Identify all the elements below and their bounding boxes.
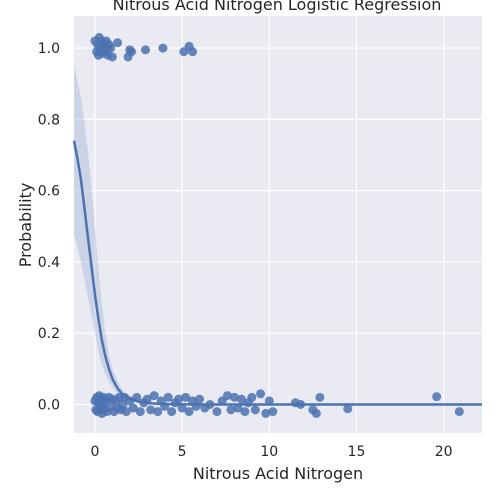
y-axis-label: Probability [16, 183, 35, 268]
data-point [261, 408, 271, 418]
x-tick-label: 0 [90, 444, 99, 460]
y-tick-labels: 0.0 0.2 0.4 0.6 0.8 1.0 [38, 41, 60, 413]
y-tick-label: 0.6 [38, 184, 60, 200]
data-point [118, 399, 128, 409]
data-point [106, 43, 116, 53]
regression-curve [72, 140, 482, 406]
data-point [229, 392, 239, 402]
x-tick-label: 5 [178, 444, 187, 460]
data-point [174, 394, 184, 404]
x-tick-label: 15 [348, 444, 366, 460]
data-point [247, 392, 257, 402]
data-point [226, 405, 236, 415]
data-point [158, 43, 168, 53]
x-tick-label: 20 [435, 444, 453, 460]
data-point [127, 47, 137, 57]
data-point [222, 391, 232, 401]
data-point [167, 407, 177, 417]
points-class-1 [90, 32, 198, 62]
data-point [454, 407, 464, 417]
data-point [142, 394, 152, 404]
data-point [113, 38, 123, 48]
data-point [163, 392, 173, 402]
data-point [149, 391, 159, 401]
x-tick-label: 10 [260, 444, 278, 460]
data-point [268, 407, 278, 417]
data-point [181, 392, 191, 402]
y-tick-label: 0.8 [38, 112, 60, 128]
data-point [212, 407, 222, 417]
data-point [195, 394, 205, 404]
data-point [121, 407, 131, 417]
y-tick-label: 1.0 [38, 41, 60, 57]
data-point [135, 407, 145, 417]
x-axis-label: Nitrous Acid Nitrogen [193, 464, 363, 483]
data-point [153, 407, 163, 417]
data-point [107, 52, 117, 62]
chart-title: Nitrous Acid Nitrogen Logistic Regressio… [113, 0, 442, 14]
data-point [146, 405, 156, 415]
data-point [128, 403, 138, 413]
data-point [177, 403, 187, 413]
data-point [311, 408, 321, 418]
data-point [236, 394, 246, 404]
fit-line [72, 140, 482, 406]
data-point [184, 407, 194, 417]
data-point [240, 407, 250, 417]
data-point [140, 45, 150, 55]
data-point [233, 403, 243, 413]
points-class-0 [90, 389, 464, 418]
data-point [188, 47, 198, 57]
data-point [432, 392, 442, 402]
data-point [264, 396, 274, 406]
x-tick-labels: 0 5 10 15 20 [90, 444, 452, 460]
plot-area [74, 16, 482, 433]
data-point [250, 405, 260, 415]
y-tick-label: 0.0 [38, 397, 60, 413]
y-tick-label: 0.2 [38, 326, 60, 342]
data-point [256, 389, 266, 399]
y-tick-label: 0.4 [38, 255, 60, 271]
data-point [315, 392, 325, 402]
data-point [343, 404, 353, 414]
x-gridlines [94, 16, 445, 433]
